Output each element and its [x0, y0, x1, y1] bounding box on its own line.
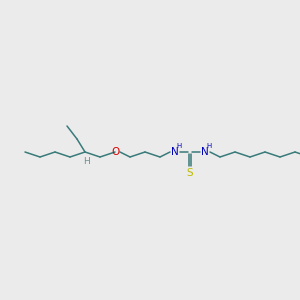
Text: H: H — [82, 158, 89, 166]
Text: N: N — [171, 147, 179, 157]
Text: H: H — [176, 143, 181, 149]
Text: N: N — [201, 147, 209, 157]
Text: H: H — [206, 143, 211, 149]
Text: O: O — [111, 147, 119, 157]
Text: S: S — [187, 168, 193, 178]
